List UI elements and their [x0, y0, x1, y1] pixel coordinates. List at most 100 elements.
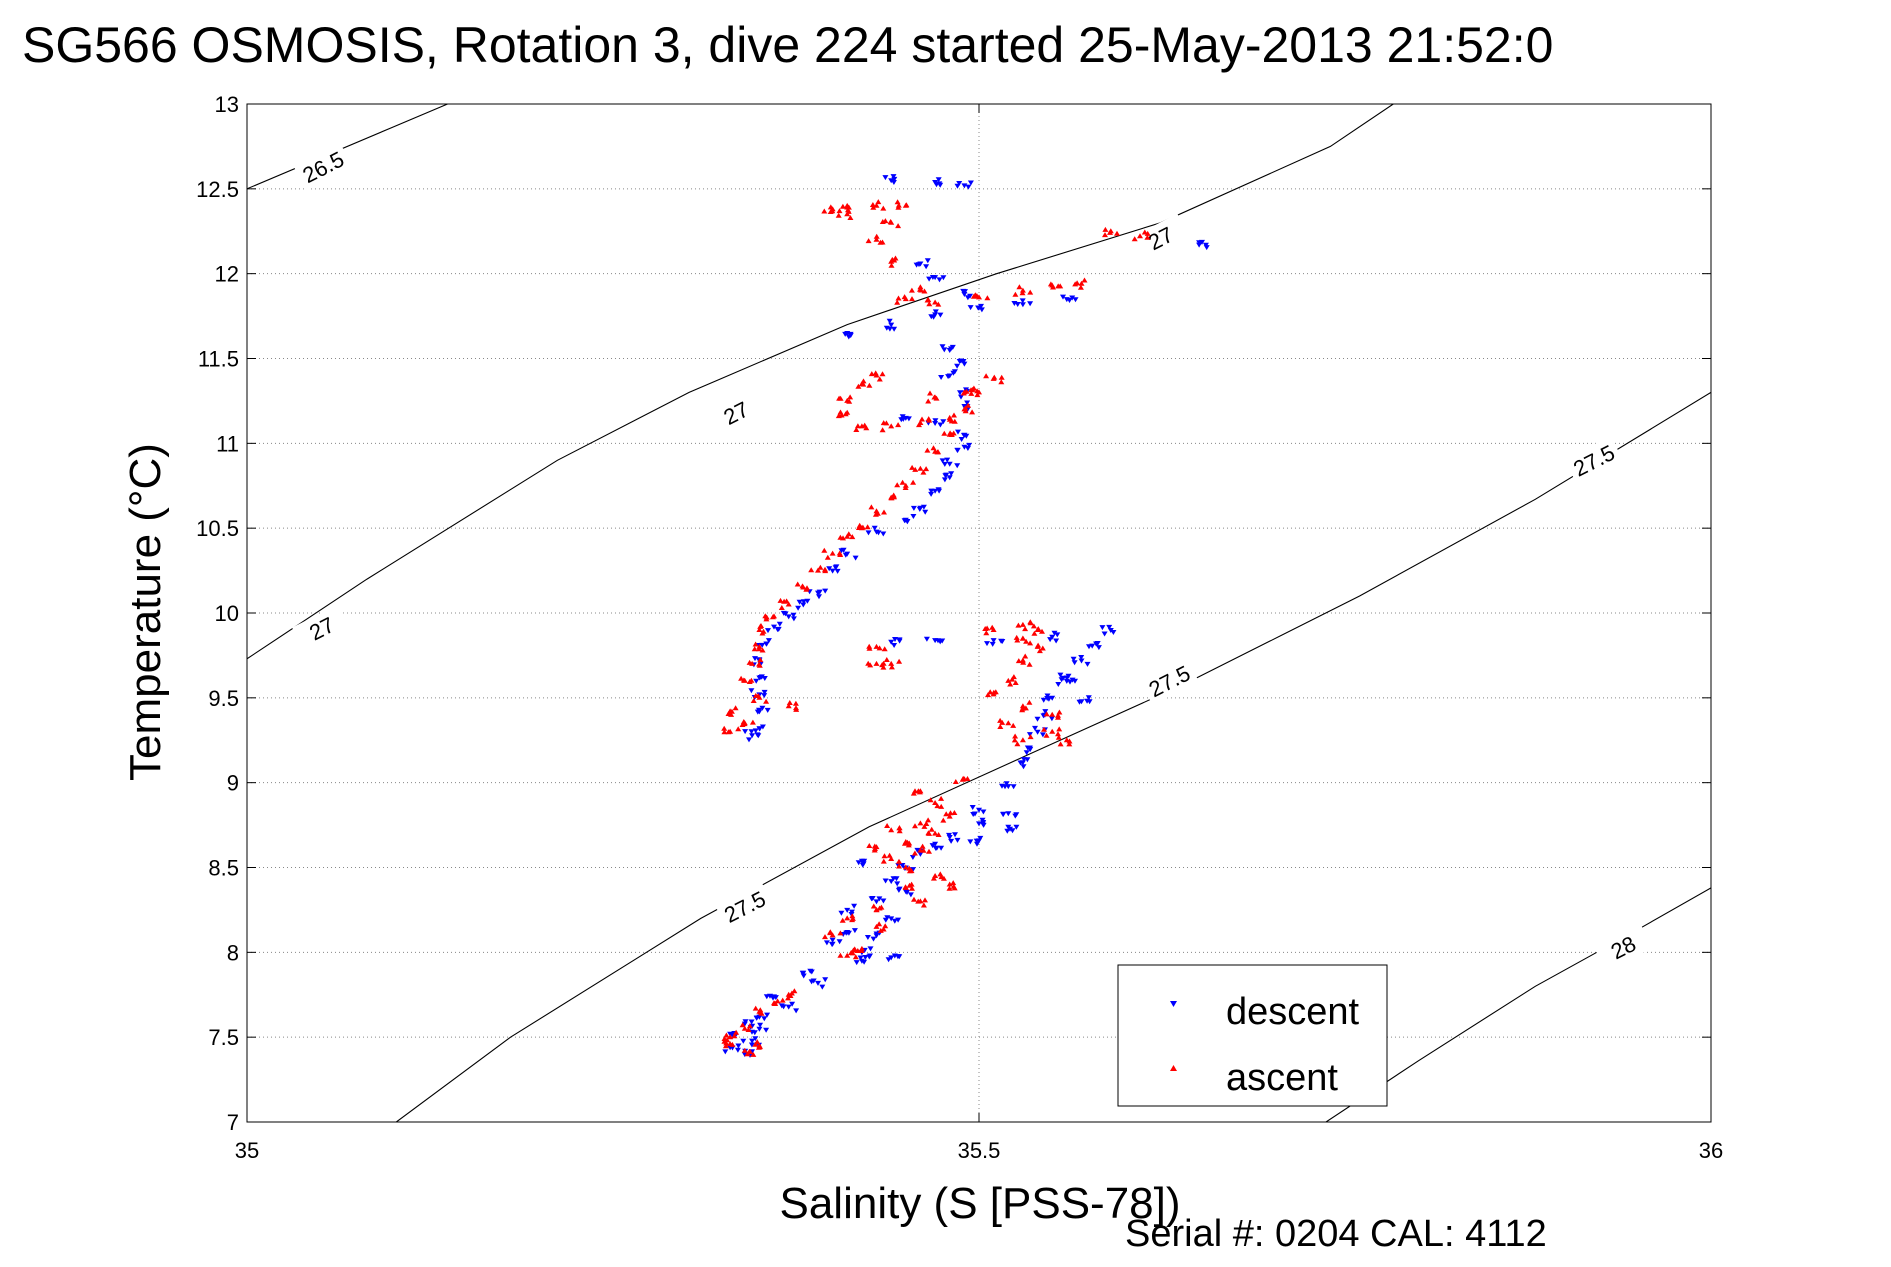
ascent-point: [938, 803, 945, 809]
descent-point: [748, 729, 755, 735]
ascent-point: [874, 510, 881, 516]
ascent-point: [852, 954, 859, 960]
descent-point: [764, 707, 771, 713]
descent-point: [1048, 716, 1055, 722]
ascent-point: [987, 689, 994, 695]
descent-point: [976, 807, 982, 813]
descent-point: [882, 175, 889, 181]
descent-point: [1065, 673, 1072, 679]
descent-point: [910, 505, 917, 511]
ascent-point: [836, 208, 843, 214]
descent-point: [785, 1004, 792, 1010]
descent-point: [848, 912, 855, 917]
legend: descent ascent: [1117, 964, 1388, 1107]
ascent-point: [865, 238, 872, 244]
descent-point: [842, 331, 849, 337]
descent-point: [938, 845, 945, 851]
y-tick-label: 11: [216, 431, 239, 456]
ascent-point: [892, 255, 899, 261]
descent-point: [946, 461, 953, 467]
ascent-point: [930, 445, 937, 451]
descent-point: [1019, 298, 1026, 304]
legend-marker-ascent: [1170, 1065, 1177, 1071]
ascent-point: [991, 374, 998, 380]
descent-point: [1071, 660, 1078, 666]
ascent-point: [750, 1051, 757, 1057]
ascent-point: [733, 1029, 740, 1035]
ascent-point: [1013, 634, 1020, 640]
descent-point: [757, 675, 764, 680]
descent-point: [973, 838, 980, 844]
ascent-point: [1027, 640, 1034, 646]
descent-point: [940, 419, 947, 425]
descent-point: [1094, 641, 1101, 646]
ascent-point: [1030, 623, 1037, 629]
data-points: [721, 174, 1210, 1058]
descent-point: [800, 973, 807, 979]
ascent-point: [1039, 628, 1045, 634]
descent-point: [975, 305, 982, 311]
descent-point: [749, 733, 756, 739]
ascent-point: [752, 692, 759, 698]
ascent-point: [1035, 642, 1042, 648]
descent-point: [1013, 812, 1020, 818]
ascent-point: [1019, 621, 1026, 627]
ascent-point: [1019, 707, 1026, 713]
descent-point: [932, 421, 939, 426]
descent-point: [1026, 745, 1033, 751]
descent-point: [923, 264, 930, 270]
descent-point: [964, 446, 971, 451]
ascent-point: [1077, 284, 1084, 290]
ascent-point: [1055, 731, 1061, 737]
descent-point: [1084, 661, 1091, 667]
contour-label-bg: [292, 603, 352, 653]
ascent-point: [932, 299, 939, 305]
ascent-point: [1137, 233, 1143, 239]
descent-point: [888, 879, 895, 885]
descent-point: [816, 594, 822, 600]
descent-point: [948, 838, 955, 844]
descent-point: [808, 969, 815, 975]
ascent-point: [745, 1027, 752, 1032]
y-tick-label: 12: [215, 262, 239, 287]
descent-point: [916, 262, 922, 268]
ascent-point: [1056, 709, 1063, 715]
descent-point: [948, 471, 955, 477]
ascent-point: [744, 1051, 751, 1057]
descent-point: [1070, 656, 1077, 662]
descent-point: [742, 729, 749, 735]
ascent-point: [803, 586, 810, 592]
ascent-point: [926, 830, 933, 836]
descent-point: [894, 881, 901, 887]
ascent-point: [1010, 674, 1017, 680]
ascent-point: [965, 402, 972, 408]
ascent-point: [791, 988, 798, 994]
ascent-point: [751, 646, 758, 652]
ascent-point: [728, 708, 735, 714]
descent-point: [822, 588, 829, 594]
descent-point: [796, 599, 803, 605]
descent-point: [944, 457, 951, 463]
descent-point: [920, 504, 927, 510]
legend-marker-descent: [1170, 1001, 1177, 1007]
ascent-point: [854, 948, 861, 953]
descent-point: [898, 417, 905, 423]
ascent-point: [756, 661, 763, 667]
ascent-point: [941, 430, 948, 436]
descent-point: [989, 641, 996, 647]
descent-point: [890, 180, 897, 185]
descent-point: [851, 928, 858, 934]
descent-point: [1047, 637, 1054, 643]
ascent-point: [851, 946, 858, 952]
ascent-point: [999, 719, 1006, 725]
descent-point: [746, 737, 752, 743]
axis-ticks: 35 35.5 36 7 7.5 8 8.5 9 9.5 10 10.5 11 11.5 12 12.5 13: [196, 92, 1723, 1163]
ascent-point: [920, 847, 927, 853]
ascent-point: [970, 385, 977, 391]
descent-point: [967, 180, 974, 186]
ascent-point: [909, 885, 915, 891]
descent-point: [861, 858, 868, 864]
ascent-point: [746, 679, 753, 684]
descent-point: [941, 461, 948, 467]
ascent-point: [1078, 280, 1085, 286]
